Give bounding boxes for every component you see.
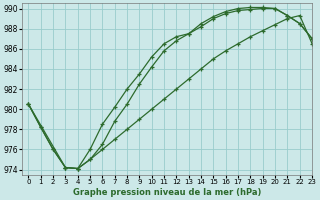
X-axis label: Graphe pression niveau de la mer (hPa): Graphe pression niveau de la mer (hPa) bbox=[73, 188, 261, 197]
